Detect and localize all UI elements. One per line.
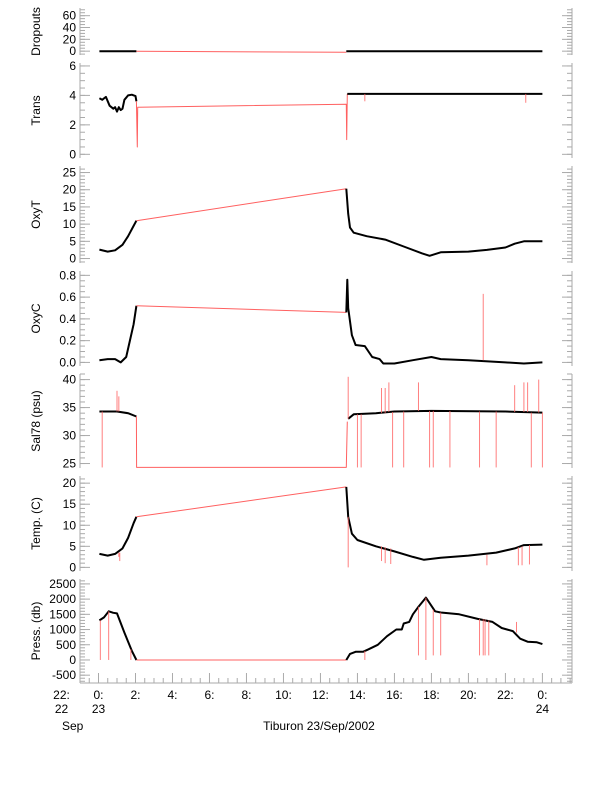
flagged-segment	[136, 188, 347, 222]
data-line	[345, 596, 543, 661]
y-tick-label: 10	[63, 217, 77, 231]
x-tick-label: 18:	[423, 688, 440, 702]
y-tick-label: 4	[69, 88, 76, 102]
y-tick-label: 40	[63, 21, 77, 35]
y-tick-label: 25	[63, 457, 77, 471]
panel-trans: 0 2 4 6 Trans	[29, 59, 573, 161]
y-axis-label: OxyT	[29, 200, 43, 229]
x-day-label: 24	[536, 702, 550, 716]
y-tick-label: 5	[69, 539, 76, 553]
x-tick-label: 0:	[537, 688, 547, 702]
data-line	[99, 305, 138, 364]
y-tick-label: 6	[69, 59, 76, 73]
x-tick-label: 22:	[497, 688, 514, 702]
y-tick-label: 15	[63, 200, 77, 214]
y-axis-label: Dropouts	[29, 7, 43, 56]
y-tick-label: 1500	[49, 607, 76, 621]
y-tick-label: -500	[52, 668, 76, 682]
data-line	[99, 516, 138, 557]
y-tick-label: 0	[69, 44, 76, 58]
y-tick-label: 5	[69, 234, 76, 248]
x-tick-label: 6:	[204, 688, 214, 702]
y-tick-label: 0.6	[59, 290, 76, 304]
data-line	[99, 220, 138, 253]
x-day-label: 22	[55, 702, 69, 716]
y-tick-label: 0	[69, 560, 76, 574]
y-tick-label: 35	[63, 401, 77, 415]
y-tick-label: 0.4	[59, 312, 76, 326]
y-tick-label: 2	[69, 118, 76, 132]
y-axis-label: Temp. (C)	[29, 497, 43, 550]
flagged-segment	[135, 93, 348, 148]
y-tick-label: 0.0	[59, 355, 76, 369]
y-tick-label: 20	[63, 476, 77, 490]
y-axis-label: Sal78 (psu)	[29, 390, 43, 451]
flagged-segment	[136, 50, 347, 53]
y-tick-label: 0	[69, 147, 76, 161]
y-axis-label: Press. (db)	[29, 602, 43, 661]
y-tick-label: 15	[63, 497, 77, 511]
data-line	[98, 610, 138, 661]
x-tick-label: 16:	[386, 688, 403, 702]
y-tick-label: 30	[63, 429, 77, 443]
x-tick-label: 14:	[349, 688, 366, 702]
panel-oxyt: 0 5 10 15 20 25 OxyT	[29, 166, 573, 266]
x-tick-label: 20:	[460, 688, 477, 702]
y-tick-label: 2500	[49, 577, 76, 591]
panel-oxyc: 0.0 0.2 0.4 0.6 0.8 OxyC	[29, 268, 573, 369]
x-axis-title: Tiburon 23/Sep/2002	[263, 719, 375, 733]
y-tick-label: 40	[63, 373, 77, 387]
x-tick-label: 4:	[167, 688, 177, 702]
flagged-segment	[136, 305, 347, 313]
y-axis-label: Trans	[29, 95, 43, 125]
y-tick-label: 20	[63, 32, 77, 46]
data-line	[345, 486, 543, 561]
data-line	[345, 278, 543, 365]
y-tick-label: 0.2	[59, 334, 76, 348]
x-tick-label: 22:	[53, 688, 70, 702]
data-line	[347, 409, 543, 420]
flagged-segment	[136, 486, 347, 518]
y-tick-label: 1000	[49, 623, 76, 637]
x-tick-label: 2:	[130, 688, 140, 702]
data-line	[98, 93, 138, 113]
data-line	[99, 410, 137, 418]
x-day-label: 23	[92, 702, 106, 716]
y-tick-label: 2000	[49, 592, 76, 606]
y-tick-label: 0.8	[59, 268, 76, 282]
x-tick-label: 12:	[312, 688, 329, 702]
panel-temp-c-: 0 5 10 15 20 Temp. (C)	[29, 476, 573, 574]
x-tick-label: 10:	[275, 688, 292, 702]
y-tick-label: 0	[69, 653, 76, 667]
x-tick-label: 8:	[241, 688, 251, 702]
panel-sal78-psu-: 25 30 35 40 Sal78 (psu)	[29, 373, 573, 471]
y-tick-label: 10	[63, 518, 77, 532]
flagged-segment	[135, 416, 348, 468]
y-tick-label: 60	[63, 9, 77, 23]
y-tick-label: 500	[56, 638, 76, 652]
x-tick-label: 0:	[93, 688, 103, 702]
data-line	[345, 188, 543, 257]
y-axis-label: OxyC	[29, 303, 43, 333]
x-axis-month-label: Sep	[62, 719, 84, 733]
y-tick-label: 0	[69, 252, 76, 266]
y-tick-label: 25	[63, 166, 77, 180]
y-tick-label: 20	[63, 183, 77, 197]
